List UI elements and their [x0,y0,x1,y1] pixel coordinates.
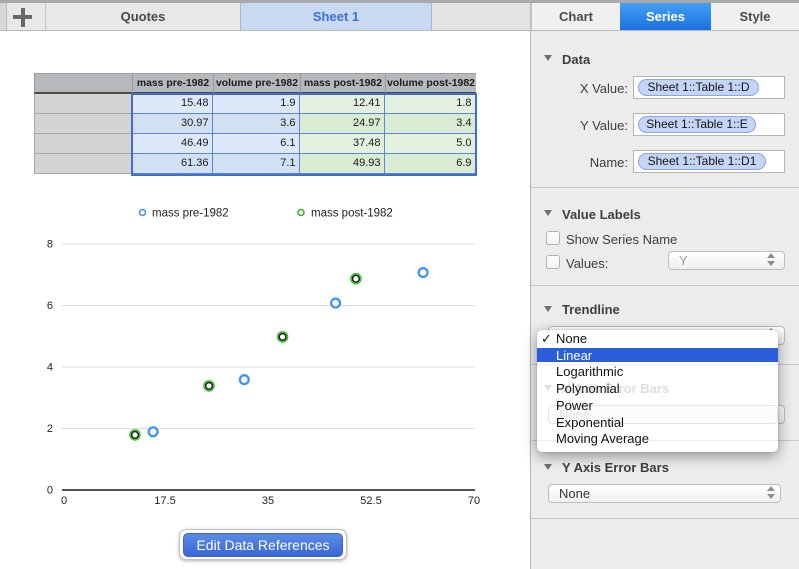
svg-text:70: 70 [468,495,480,507]
svg-text:6: 6 [47,300,53,312]
svg-text:0: 0 [47,485,53,497]
svg-text:mass post-1982: mass post-1982 [311,208,393,220]
svg-text:0: 0 [61,495,67,507]
svg-text:17.5: 17.5 [154,495,175,507]
svg-text:8: 8 [47,239,53,251]
svg-text:mass pre-1982: mass pre-1982 [152,208,229,220]
svg-text:4: 4 [47,362,53,374]
svg-text:35: 35 [262,495,274,507]
svg-text:52.5: 52.5 [360,495,381,507]
svg-text:2: 2 [47,423,53,435]
